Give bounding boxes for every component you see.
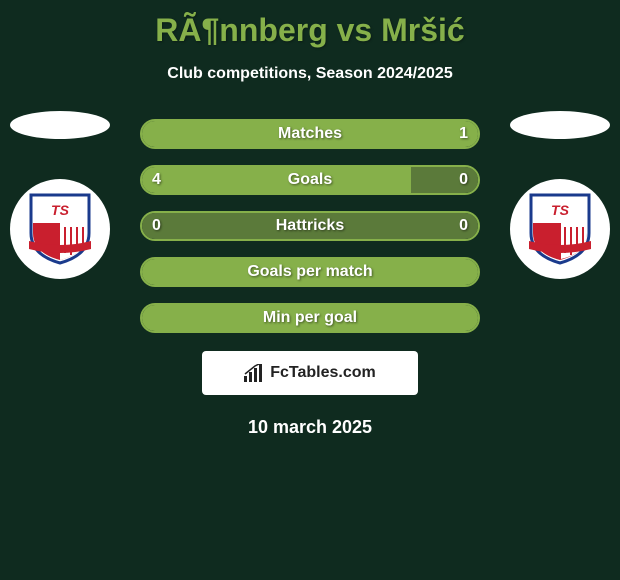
svg-text:TS: TS [551,202,570,218]
subtitle: Club competitions, Season 2024/2025 [0,65,620,83]
stat-row: Goals per match [140,257,480,287]
stat-label: Hattricks [140,211,480,241]
stat-value-right: 0 [459,211,468,241]
content-area: TS TS [0,111,620,438]
date-text: 10 march 2025 [0,417,620,438]
stat-value-right: 0 [459,165,468,195]
stat-row: Min per goal [140,303,480,333]
comparison-card: RÃ¶nnberg vs Mršić Club competitions, Se… [0,0,620,580]
chart-icon [244,364,264,382]
stat-row: Goals4 0 [140,165,480,195]
player-right-badge: TS [510,111,610,211]
club-crest-right: TS [510,179,610,279]
stat-row: Matches1 [140,119,480,149]
svg-text:TS: TS [51,202,70,218]
shield-icon: TS [29,193,91,265]
stats-bars: Matches1Goals40Hattricks00Goals per matc… [140,111,480,333]
stat-value-right: 1 [459,119,468,149]
stat-label: Min per goal [140,303,480,333]
stat-row: Hattricks0 0 [140,211,480,241]
stat-label: Matches [140,119,480,149]
stat-value-left: 4 [152,165,161,195]
oval-placeholder-left [10,111,110,139]
page-title: RÃ¶nnberg vs Mršić [0,0,620,49]
oval-placeholder-right [510,111,610,139]
stat-label: Goals per match [140,257,480,287]
club-crest-left: TS [10,179,110,279]
shield-icon: TS [529,193,591,265]
stat-label: Goals [140,165,480,195]
brand-text: FcTables.com [270,364,376,382]
brand-badge: FcTables.com [202,351,418,395]
stat-value-left: 0 [152,211,161,241]
player-left-badge: TS [10,111,110,211]
